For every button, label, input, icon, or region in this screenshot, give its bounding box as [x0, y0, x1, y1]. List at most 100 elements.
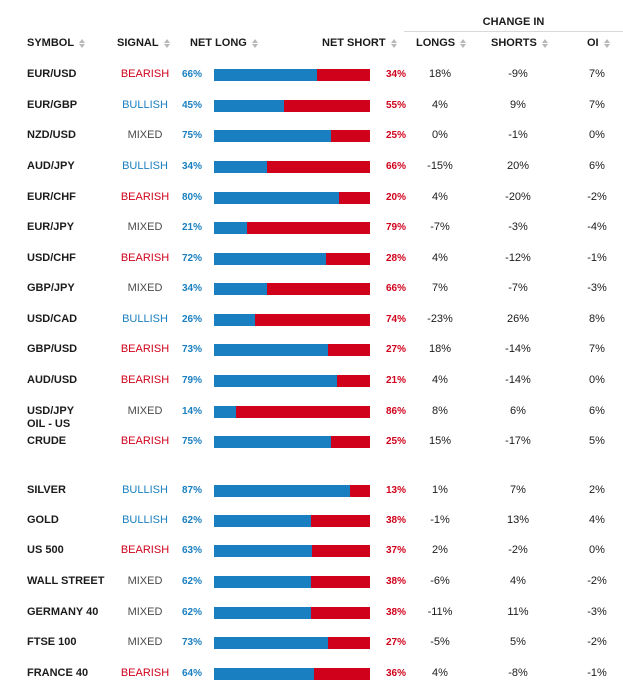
net-short-percent: 38%: [385, 515, 406, 526]
table-row[interactable]: USD/JPY MIXED 14% 86% 8% 6% 6%: [0, 396, 623, 426]
signal-column-header[interactable]: SIGNAL: [117, 37, 170, 49]
net-long-bar-segment: [214, 637, 328, 649]
sort-arrows-icon[interactable]: [251, 38, 258, 48]
sort-arrows-icon[interactable]: [79, 38, 86, 48]
net-long-bar-segment: [214, 576, 311, 588]
table-row[interactable]: EUR/USD BEARISH 66% 34% 18% -9% 7%: [0, 59, 623, 89]
shorts-change-cell: 11%: [507, 606, 529, 618]
symbol-cell[interactable]: EUR/CHF: [27, 191, 76, 203]
longs-change-cell: -5%: [430, 636, 450, 648]
symbol-cell[interactable]: FRANCE 40: [27, 667, 89, 679]
table-row[interactable]: AUD/JPY BULLISH 34% 66% -15% 20% 6%: [0, 151, 623, 181]
oi-change-cell: 2%: [589, 484, 605, 496]
symbol-column-header[interactable]: SYMBOL: [27, 37, 86, 49]
net-long-percent: 72%: [182, 253, 203, 264]
table-row[interactable]: USD/CHF BEARISH 72% 28% 4% -12% -1%: [0, 243, 623, 273]
table-row[interactable]: GERMANY 40 MIXED 62% 38% -11% 11% -3%: [0, 597, 623, 627]
table-row[interactable]: FTSE 100 MIXED 73% 27% -5% 5% -2%: [0, 627, 623, 657]
oi-change-cell: 7%: [589, 68, 605, 80]
table-row[interactable]: OIL - US CRUDE BEARISH 75% 25% 15% -17% 5%: [0, 418, 623, 456]
symbol-cell[interactable]: GBP/USD: [27, 343, 78, 355]
longs-change-cell: 4%: [432, 667, 448, 679]
signal-cell: BULLISH: [122, 160, 168, 172]
oi-change-cell: -2%: [587, 636, 607, 648]
net-short-percent: 86%: [385, 406, 406, 417]
shorts-header-label: SHORTS: [491, 37, 537, 49]
net-long-percent: 62%: [182, 515, 203, 526]
oi-change-cell: -2%: [587, 575, 607, 587]
longs-change-cell: 15%: [428, 435, 452, 447]
sentiment-bar: [214, 69, 370, 81]
net-long-percent: 62%: [182, 607, 203, 618]
symbol-cell[interactable]: GERMANY 40: [27, 606, 99, 618]
table-row[interactable]: NZD/USD MIXED 75% 25% 0% -1% 0%: [0, 120, 623, 150]
net-short-bar-segment: [349, 485, 370, 497]
table-row[interactable]: EUR/JPY MIXED 21% 79% -7% -3% -4%: [0, 212, 623, 242]
symbol-cell[interactable]: US 500: [27, 544, 64, 556]
net-short-percent: 25%: [385, 436, 406, 447]
table-row[interactable]: GBP/JPY MIXED 34% 66% 7% -7% -3%: [0, 273, 623, 303]
sentiment-bar: [214, 576, 370, 588]
symbol-cell[interactable]: GOLD: [27, 514, 59, 526]
sort-arrows-icon[interactable]: [460, 38, 467, 48]
sentiment-bar: [214, 668, 370, 680]
signal-cell: BEARISH: [120, 68, 170, 80]
symbol-cell[interactable]: OIL - US CRUDE: [27, 418, 71, 447]
net-short-bar-segment: [310, 576, 370, 588]
net-short-bar-segment: [254, 314, 370, 326]
net-short-bar-segment: [331, 436, 370, 448]
symbol-cell[interactable]: EUR/USD: [27, 68, 77, 80]
table-row[interactable]: EUR/CHF BEARISH 80% 20% 4% -20% -2%: [0, 182, 623, 212]
symbol-cell[interactable]: USD/CHF: [27, 252, 76, 264]
table-row[interactable]: USD/CAD BULLISH 26% 74% -23% 26% 8%: [0, 304, 623, 334]
shorts-change-cell: -12%: [505, 252, 531, 264]
table-row[interactable]: WALL STREET MIXED 62% 38% -6% 4% -2%: [0, 566, 623, 596]
net-short-column-header[interactable]: NET SHORT: [322, 37, 397, 49]
net-short-bar-segment: [327, 637, 370, 649]
net-short-bar-segment: [338, 192, 370, 204]
table-row[interactable]: SILVER BULLISH 87% 13% 1% 7% 2%: [0, 475, 623, 505]
sort-arrows-icon[interactable]: [390, 38, 397, 48]
symbol-cell[interactable]: EUR/JPY: [27, 221, 75, 233]
net-long-percent: 80%: [182, 192, 203, 203]
symbol-cell[interactable]: AUD/USD: [27, 374, 78, 386]
oi-change-cell: 0%: [589, 374, 605, 386]
net-short-bar-segment: [267, 161, 370, 173]
net-long-column-header[interactable]: NET LONG: [190, 37, 258, 49]
longs-column-header[interactable]: LONGS: [416, 37, 467, 49]
symbol-cell[interactable]: WALL STREET: [27, 575, 105, 587]
net-long-bar-segment: [214, 375, 338, 387]
net-short-bar-segment: [310, 607, 370, 619]
symbol-cell[interactable]: GBP/JPY: [27, 282, 75, 294]
table-row[interactable]: EUR/GBP BULLISH 45% 55% 4% 9% 7%: [0, 90, 623, 120]
net-short-bar-segment: [327, 344, 370, 356]
symbol-cell[interactable]: USD/CAD: [27, 313, 78, 325]
oi-column-header[interactable]: OI: [587, 37, 610, 49]
symbol-cell[interactable]: EUR/GBP: [27, 99, 78, 111]
shorts-column-header[interactable]: SHORTS: [491, 37, 548, 49]
shorts-change-cell: 4%: [510, 575, 526, 587]
table-row[interactable]: US 500 BEARISH 63% 37% 2% -2% 0%: [0, 535, 623, 565]
table-row[interactable]: FRANCE 40 BEARISH 64% 36% 4% -8% -1%: [0, 658, 623, 688]
net-long-percent: 63%: [182, 545, 203, 556]
longs-change-cell: -6%: [430, 575, 450, 587]
longs-change-cell: 4%: [432, 191, 448, 203]
net-long-bar-segment: [214, 314, 255, 326]
sort-arrows-icon[interactable]: [603, 38, 610, 48]
symbol-cell[interactable]: FTSE 100: [27, 636, 77, 648]
longs-change-cell: 4%: [432, 252, 448, 264]
net-short-percent: 38%: [385, 607, 406, 618]
sort-arrows-icon[interactable]: [541, 38, 548, 48]
signal-cell: MIXED: [127, 606, 163, 618]
net-short-bar-segment: [316, 69, 370, 81]
table-row[interactable]: GBP/USD BEARISH 73% 27% 18% -14% 7%: [0, 334, 623, 364]
table-row[interactable]: GOLD BULLISH 62% 38% -1% 13% 4%: [0, 505, 623, 535]
table-row[interactable]: AUD/USD BEARISH 79% 21% 4% -14% 0%: [0, 365, 623, 395]
signal-cell: BEARISH: [120, 544, 170, 556]
sort-arrows-icon[interactable]: [163, 38, 170, 48]
symbol-cell[interactable]: USD/JPY: [27, 405, 75, 417]
symbol-cell[interactable]: NZD/USD: [27, 129, 76, 141]
symbol-cell[interactable]: AUD/JPY: [27, 160, 75, 172]
longs-change-cell: 18%: [428, 68, 452, 80]
symbol-cell[interactable]: SILVER: [27, 484, 66, 496]
